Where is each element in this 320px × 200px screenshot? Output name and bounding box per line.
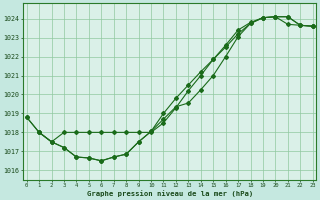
X-axis label: Graphe pression niveau de la mer (hPa): Graphe pression niveau de la mer (hPa) — [87, 190, 253, 197]
